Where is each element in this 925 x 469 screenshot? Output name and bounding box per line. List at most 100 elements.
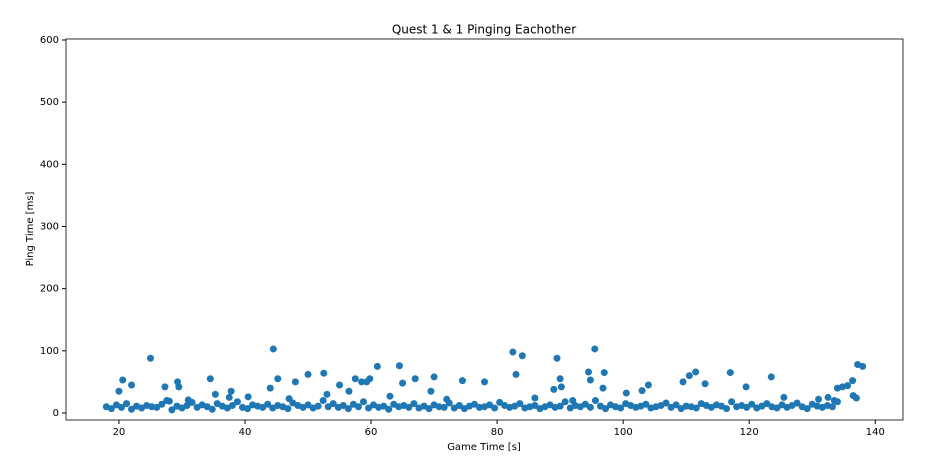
point [233, 398, 241, 406]
point [859, 362, 867, 370]
point [107, 405, 115, 413]
point [329, 400, 337, 408]
point [323, 390, 331, 398]
point [117, 403, 125, 411]
point [399, 379, 407, 387]
point [692, 404, 700, 412]
point [304, 370, 312, 378]
x-tick-label: 60 [365, 427, 378, 438]
x-axis-label: Game Time [s] [447, 442, 521, 453]
point [458, 377, 466, 385]
point [320, 369, 328, 377]
point [679, 378, 687, 386]
point [175, 383, 183, 391]
point [723, 405, 731, 413]
point [227, 387, 235, 395]
point [600, 369, 608, 377]
point [486, 401, 494, 409]
point [183, 402, 191, 410]
point [599, 384, 607, 392]
point [455, 402, 463, 410]
point [728, 398, 736, 406]
point [586, 403, 594, 411]
point [395, 362, 403, 370]
point [773, 404, 781, 412]
point [602, 405, 610, 413]
x-tick-label: 140 [866, 427, 885, 438]
point [244, 405, 252, 413]
point [642, 400, 650, 408]
point [411, 375, 419, 383]
point [662, 399, 670, 407]
point [828, 403, 836, 411]
point [518, 352, 526, 360]
point [726, 369, 734, 377]
point [824, 393, 832, 401]
y-tick-label: 100 [40, 346, 59, 357]
point [128, 381, 136, 389]
x-tick-label: 120 [740, 427, 759, 438]
point [345, 387, 353, 395]
point [443, 395, 451, 403]
point [638, 387, 646, 395]
point [581, 400, 589, 408]
point [211, 390, 219, 398]
point [793, 399, 801, 407]
point [119, 376, 127, 384]
point [336, 381, 344, 389]
point [354, 403, 362, 411]
point [351, 375, 359, 383]
point [531, 402, 539, 410]
plot-frame [65, 38, 904, 421]
point [123, 400, 131, 408]
point [496, 398, 504, 406]
point [844, 382, 852, 390]
x-tick-label: 20 [113, 427, 126, 438]
point [556, 375, 564, 383]
point [365, 404, 373, 412]
point [284, 405, 292, 413]
point [184, 396, 192, 404]
point [742, 383, 750, 391]
point [852, 394, 860, 402]
point [385, 405, 393, 413]
point [274, 375, 282, 383]
x-tick-label: 80 [491, 427, 504, 438]
point [833, 398, 841, 406]
point [165, 397, 173, 405]
y-tick-label: 400 [40, 159, 59, 170]
point [285, 395, 293, 403]
point [269, 345, 277, 353]
point [644, 381, 652, 389]
point [584, 368, 592, 376]
point [168, 406, 176, 414]
point [569, 397, 577, 405]
point [386, 392, 394, 400]
chart-title: Quest 1 & 1 Pinging Eachother [392, 23, 576, 37]
point [427, 387, 435, 395]
point [531, 394, 539, 402]
point [553, 354, 561, 362]
point [208, 405, 216, 413]
point [743, 403, 751, 411]
point [304, 401, 312, 409]
point [244, 393, 252, 401]
point [359, 398, 367, 406]
point [622, 389, 630, 397]
point [692, 368, 700, 376]
point [324, 403, 332, 411]
point [767, 373, 775, 381]
point [849, 377, 857, 385]
point [763, 400, 771, 408]
point [115, 387, 123, 395]
x-tick-label: 40 [239, 427, 252, 438]
point [158, 400, 166, 408]
point [405, 403, 413, 411]
point [815, 395, 823, 403]
point [291, 378, 299, 386]
point [319, 397, 327, 405]
point [430, 373, 438, 381]
point [314, 402, 322, 410]
